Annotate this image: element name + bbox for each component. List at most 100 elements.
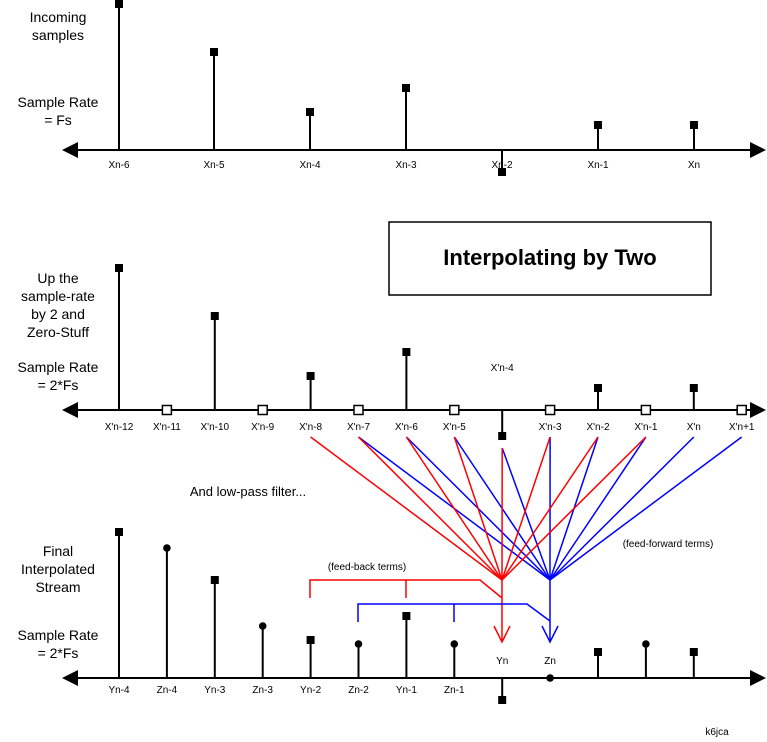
sample-marker [498, 432, 507, 440]
output-sample-label: Zn-2 [348, 685, 369, 696]
sample-marker [210, 576, 219, 584]
upsampled-sample-stem [115, 264, 123, 410]
output-sample-stem [594, 648, 602, 678]
output-sample-stem [450, 640, 459, 678]
top-sample-stem [690, 121, 698, 150]
mid-sample-label: X'n-3 [539, 422, 562, 433]
sample-marker [498, 168, 506, 176]
bot-rate-2: = 2*Fs [38, 645, 79, 661]
output-sample-label: Yn-2 [300, 685, 322, 696]
output-sample-stem [210, 576, 219, 678]
sample-marker [258, 622, 267, 630]
feedback-tap-line [501, 436, 551, 581]
upsampled-sample-stem [210, 312, 219, 410]
mid-sample-label: X'n+1 [729, 422, 755, 433]
sample-marker [594, 384, 602, 392]
bot-rate-1: Sample Rate [18, 627, 99, 643]
feedforward-tap-line [549, 436, 695, 581]
mid-caption-1: Up the [37, 270, 78, 286]
top-section: Incoming samples Sample Rate = Fs Xn-6 Xn… [18, 0, 766, 176]
feedforward-bracket [357, 580, 559, 644]
sample-marker [594, 121, 602, 129]
zero-sample-marker [257, 404, 268, 416]
title-box: Interpolating by Two [388, 221, 712, 296]
sample-marker [115, 0, 123, 8]
sample-marker [210, 312, 219, 320]
feedback-fan-lines [310, 436, 647, 581]
mid-sample-label: X'n-6 [395, 422, 418, 433]
top-sample-stem [210, 48, 218, 150]
top-caption-1: Incoming [30, 9, 87, 25]
top-sample-label: Xn-1 [587, 160, 609, 171]
top-sample-stem [402, 84, 410, 150]
output-sample-stem [546, 674, 554, 682]
output-sample-label: Zn-3 [252, 685, 273, 696]
output-sample-stem [498, 678, 507, 704]
sample-marker [450, 640, 459, 648]
feedback-tap-line [453, 436, 503, 581]
sample-marker [210, 48, 218, 56]
mid-section: Up the sample-rate by 2 and Zero-Stuff S… [18, 264, 766, 440]
mid-sample-label: X'n-8 [299, 422, 322, 433]
feedback-tap-line [357, 436, 503, 581]
zero-stuffed-sample [257, 404, 268, 416]
output-sample-label: Yn-4 [108, 685, 130, 696]
top-sample-stem [306, 108, 314, 150]
feedback-bracket [309, 579, 511, 644]
output-sample-label: Zn-1 [444, 685, 465, 696]
bot-caption-1: Final [43, 543, 73, 559]
credit: k6jca [705, 727, 729, 738]
sample-marker [115, 528, 123, 536]
feedforward-label: (feed-forward terms) [623, 539, 714, 550]
mid-sample-label: X'n-1 [634, 422, 657, 433]
mid-sample-label: X'n-7 [347, 422, 370, 433]
top-sample-label: Xn-5 [203, 160, 225, 171]
mid-caption-2: sample-rate [21, 288, 95, 304]
upsampled-sample-stem [498, 410, 507, 440]
output-sample-label: Zn-4 [157, 685, 178, 696]
output-sample-label: Yn [496, 656, 508, 667]
sample-marker [642, 640, 650, 648]
bottom-section: Final Interpolated Stream Sample Rate = … [18, 528, 766, 704]
feedforward-tap-line [501, 447, 551, 581]
upsampled-sample-stem [402, 348, 411, 410]
sample-marker [163, 544, 171, 552]
diagram-title: Interpolating by Two [443, 245, 656, 270]
sample-marker [402, 612, 411, 620]
output-sample-stem [402, 612, 411, 678]
zero-stuffed-sample [449, 404, 460, 416]
mid-rate-1: Sample Rate [18, 359, 99, 375]
feedback-tap-line [501, 436, 599, 581]
output-sample-stem [163, 544, 171, 678]
top-sample-label: Xn-4 [299, 160, 321, 171]
zero-stuffed-sample [353, 404, 364, 416]
mid-sample-label: X'n-4 [491, 363, 514, 374]
sample-marker [402, 348, 411, 356]
top-sample-stem [498, 150, 506, 176]
upsampled-sample-stem [594, 384, 602, 410]
zero-sample-marker [640, 404, 652, 416]
output-sample-label: Zn [544, 656, 556, 667]
output-sample-label: Yn-1 [396, 685, 418, 696]
top-sample-stem [115, 0, 123, 150]
feedback-tap-line [310, 436, 503, 581]
zero-sample-marker [736, 404, 747, 416]
sample-marker [306, 372, 315, 380]
mid-sample-label: X'n-11 [153, 422, 181, 433]
sample-marker [689, 384, 698, 392]
mid-sample-label: X'n-2 [586, 422, 609, 433]
output-sample-stem [642, 640, 650, 678]
zero-stuffed-sample [736, 404, 747, 416]
output-sample-stem [258, 622, 267, 678]
mid-sample-label: X'n [687, 422, 701, 433]
top-rate-2: = Fs [44, 112, 72, 128]
mid-sample-label: X'n-9 [251, 422, 274, 433]
zero-sample-marker [161, 404, 173, 416]
top-sample-label: Xn-2 [491, 160, 513, 171]
mid-sample-label: X'n-10 [201, 422, 230, 433]
sample-marker [306, 636, 315, 644]
sample-marker [690, 121, 698, 129]
mid-rate-2: = 2*Fs [38, 377, 79, 393]
zero-stuffed-sample [161, 404, 173, 416]
